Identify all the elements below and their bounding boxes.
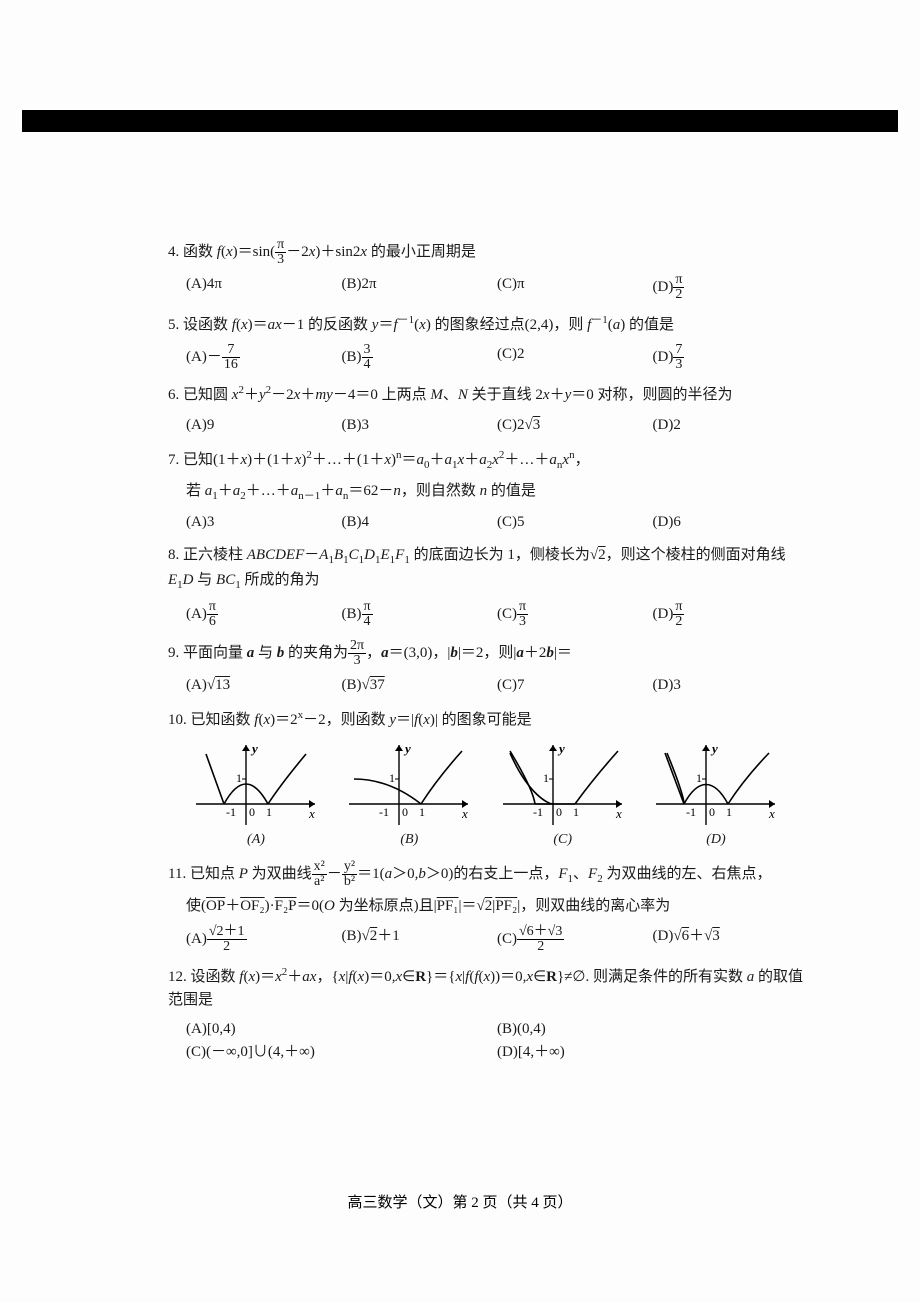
option: (D)73 xyxy=(653,343,809,372)
option: (B)2π xyxy=(342,273,498,302)
option: (A)3 xyxy=(186,511,342,534)
option-row: (A)－716(B)34(C)2(D)73 xyxy=(186,343,808,372)
graph-label: (D) xyxy=(646,829,786,851)
option: (C)π3 xyxy=(497,600,653,629)
option: (A)4π xyxy=(186,273,342,302)
svg-text:1: 1 xyxy=(573,805,579,819)
option: (C)7 xyxy=(497,674,653,697)
option: (D)2 xyxy=(653,414,809,437)
question-stem: 9. 平面向量 a 与 b 的夹角为2π3，a＝(3,0)，|b|＝2，则|a＋… xyxy=(168,639,808,668)
graph-label: (A) xyxy=(186,829,326,851)
question-stem: 10. 已知函数 f(x)＝2x－2，则函数 y＝|f(x)| 的图象可能是 xyxy=(168,707,808,732)
svg-text:y: y xyxy=(250,741,258,756)
option: (A)π6 xyxy=(186,600,342,629)
svg-text:0: 0 xyxy=(709,805,715,819)
question: 6. 已知圆 x2＋y2－2x＋my－4＝0 上两点 M、N 关于直线 2x＋y… xyxy=(168,382,808,437)
option: (B)π4 xyxy=(342,600,498,629)
option-row: (A)π6(B)π4(C)π3(D)π2 xyxy=(186,600,808,629)
svg-text:-1: -1 xyxy=(226,805,236,819)
option: (C)(－∞,0]∪(4,＋∞) xyxy=(186,1041,497,1064)
option: (D)3 xyxy=(653,674,809,697)
option: (B)(0,4) xyxy=(497,1018,808,1041)
svg-text:1: 1 xyxy=(266,805,272,819)
option-row: (A)√13(B)√37(C)7(D)3 xyxy=(186,674,808,697)
option-row: (A)[0,4)(B)(0,4)(C)(－∞,0]∪(4,＋∞)(D)[4,＋∞… xyxy=(186,1018,808,1065)
option-row: (A)3(B)4(C)5(D)6 xyxy=(186,511,808,534)
option: (A)9 xyxy=(186,414,342,437)
graph-panel: -1011xy(B) xyxy=(339,739,479,851)
question: 4. 函数 f(x)＝sin(π3－2x)＋sin2x 的最小正周期是 (A)4π… xyxy=(168,238,808,302)
graph-panel: -1011xy(A) xyxy=(186,739,326,851)
option: (D)6 xyxy=(653,511,809,534)
svg-text:1: 1 xyxy=(726,805,732,819)
svg-text:1: 1 xyxy=(236,771,242,785)
questions-container: 4. 函数 f(x)＝sin(π3－2x)＋sin2x 的最小正周期是 (A)4π… xyxy=(168,238,808,1075)
question: 11. 已知点 P 为双曲线x²a²－y²b²＝1(a＞0,b＞0)的右支上一点… xyxy=(168,860,808,953)
question-stem: 5. 设函数 f(x)＝ax－1 的反函数 y＝f－1(x) 的图象经过点(2,… xyxy=(168,312,808,337)
option: (B)√2＋1 xyxy=(342,925,498,954)
question-stem: 6. 已知圆 x2＋y2－2x＋my－4＝0 上两点 M、N 关于直线 2x＋y… xyxy=(168,382,808,407)
option: (D)[4,＋∞) xyxy=(497,1041,808,1064)
option-row: (A)√2＋12(B)√2＋1(C)√6＋√32(D)√6＋√3 xyxy=(186,925,808,954)
question: 9. 平面向量 a 与 b 的夹角为2π3，a＝(3,0)，|b|＝2，则|a＋… xyxy=(168,639,808,697)
question: 12. 设函数 f(x)＝x2＋ax，{x|f(x)＝0,x∈R}＝{x|f(f… xyxy=(168,964,808,1065)
option: (A)[0,4) xyxy=(186,1018,497,1041)
question: 7. 已知(1＋x)＋(1＋x)2＋…＋(1＋x)n＝a0＋a1x＋a2x2＋…… xyxy=(168,447,808,534)
svg-text:y: y xyxy=(710,741,718,756)
option: (C)2 xyxy=(497,343,653,372)
option: (C)π xyxy=(497,273,653,302)
option: (B)√37 xyxy=(342,674,498,697)
svg-text:-1: -1 xyxy=(533,805,543,819)
option: (A)√2＋12 xyxy=(186,925,342,954)
question-stem: 4. 函数 f(x)＝sin(π3－2x)＋sin2x 的最小正周期是 xyxy=(168,238,808,267)
svg-text:1: 1 xyxy=(543,771,549,785)
option: (D)√6＋√3 xyxy=(653,925,809,954)
svg-text:0: 0 xyxy=(402,805,408,819)
option: (A)√13 xyxy=(186,674,342,697)
question-stem: 11. 已知点 P 为双曲线x²a²－y²b²＝1(a＞0,b＞0)的右支上一点… xyxy=(168,860,808,889)
question-stem: 12. 设函数 f(x)＝x2＋ax，{x|f(x)＝0,x∈R}＝{x|f(f… xyxy=(168,964,808,1013)
graph-label: (B) xyxy=(339,829,479,851)
option-row: (A)9(B)3(C)2√3(D)2 xyxy=(186,414,808,437)
svg-text:1: 1 xyxy=(419,805,425,819)
svg-text:x: x xyxy=(768,806,775,821)
question: 8. 正六棱柱 ABCDEF－A1B1C1D1E1F1 的底面边长为 1，侧棱长… xyxy=(168,544,808,629)
question-stem: 7. 已知(1＋x)＋(1＋x)2＋…＋(1＋x)n＝a0＋a1x＋a2x2＋…… xyxy=(168,447,808,474)
question: 10. 已知函数 f(x)＝2x－2，则函数 y＝|f(x)| 的图象可能是 -1… xyxy=(168,707,808,850)
option: (D)π2 xyxy=(653,273,809,302)
question-stem: 8. 正六棱柱 ABCDEF－A1B1C1D1E1F1 的底面边长为 1，侧棱长… xyxy=(168,544,808,594)
question-stem-cont: 使(OP＋OF₂)·F₂P＝0(O 为坐标原点)且|PF₁|＝√2|PF₂|，则… xyxy=(186,895,808,918)
svg-text:1: 1 xyxy=(389,771,395,785)
option: (B)4 xyxy=(342,511,498,534)
svg-text:0: 0 xyxy=(249,805,255,819)
option: (C)5 xyxy=(497,511,653,534)
option: (D)π2 xyxy=(653,600,809,629)
option: (B)3 xyxy=(342,414,498,437)
svg-text:y: y xyxy=(557,741,565,756)
svg-text:-1: -1 xyxy=(686,805,696,819)
exam-page: 4. 函数 f(x)＝sin(π3－2x)＋sin2x 的最小正周期是 (A)4π… xyxy=(0,0,920,1302)
option: (B)34 xyxy=(342,343,498,372)
svg-text:y: y xyxy=(403,741,411,756)
question: 5. 设函数 f(x)＝ax－1 的反函数 y＝f－1(x) 的图象经过点(2,… xyxy=(168,312,808,372)
svg-text:x: x xyxy=(461,806,468,821)
option: (C)2√3 xyxy=(497,414,653,437)
top-black-bar xyxy=(22,110,898,132)
graph-label: (C) xyxy=(493,829,633,851)
svg-text:-1: -1 xyxy=(379,805,389,819)
svg-text:0: 0 xyxy=(556,805,562,819)
svg-text:x: x xyxy=(615,806,622,821)
svg-text:x: x xyxy=(308,806,315,821)
page-footer: 高三数学（文）第 2 页（共 4 页） xyxy=(0,1191,920,1212)
graph-panel: -1011xy(C) xyxy=(493,739,633,851)
graph-row: -1011xy(A)-1011xy(B)-1011xy(C)-1011xy(D) xyxy=(186,739,786,851)
option: (A)－716 xyxy=(186,343,342,372)
option-row: (A)4π(B)2π(C)π(D)π2 xyxy=(186,273,808,302)
graph-panel: -1011xy(D) xyxy=(646,739,786,851)
question-stem-cont: 若 a1＋a2＋…＋an－1＋an＝62－n，则自然数 n 的值是 xyxy=(186,480,808,505)
option: (C)√6＋√32 xyxy=(497,925,653,954)
